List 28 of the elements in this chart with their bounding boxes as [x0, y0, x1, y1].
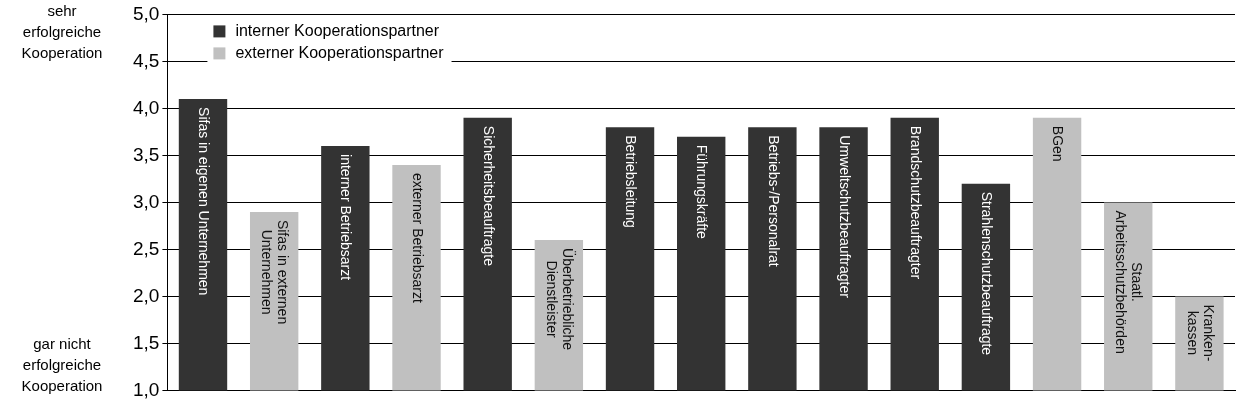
- x-tick-label: Sifas in eigenen Unternehmen: [196, 107, 213, 296]
- x-tick-label: Strahlenschutzbeauftragte: [979, 191, 996, 356]
- x-tick-label: Führungskräfte: [694, 144, 711, 240]
- x-tick-label: Umweltschutzbeauftragter: [836, 135, 853, 299]
- y-tick-label: 4,0: [132, 96, 160, 118]
- x-tick-label: Kranken- kassen: [1184, 304, 1217, 362]
- y-tick-label: 3,5: [132, 143, 160, 165]
- y-tick-label: 3,0: [132, 190, 160, 212]
- y-tick-label: 1,0: [132, 378, 160, 400]
- x-tick-label: Betriebsleitung: [623, 135, 640, 228]
- text: gar nicht erfolgreiche Kooperation: [21, 334, 103, 394]
- y-tick-label: 2,0: [132, 284, 160, 306]
- x-tick-label: Überbetriebliche Dienstleister: [544, 248, 577, 351]
- legend-label: externer Kooperationspartner: [235, 43, 445, 61]
- x-tick-label: Brandschutzbeauftragter: [907, 125, 924, 280]
- y-tick-label: 5,0: [132, 2, 160, 24]
- x-tick-label: Sifas in externen Unternehmen: [259, 219, 292, 325]
- x-tick-label: Sicherheitsbeauftragte: [480, 125, 497, 267]
- y-tick-label: 2,5: [132, 237, 160, 259]
- x-tick-label: externer Betriebsarzt: [409, 172, 426, 303]
- x-tick-label: interner Betriebsarzt: [338, 154, 355, 281]
- x-tick-label: BGen: [1050, 125, 1067, 162]
- x-tick-label: Staatl. Arbeitsschutzbehörden: [1113, 210, 1146, 354]
- legend-label: interner Kooperationspartner: [235, 21, 440, 39]
- text: sehr erfolgreiche Kooperation: [21, 2, 103, 62]
- y-tick-label: 4,5: [132, 49, 160, 71]
- y-tick-label: 1,5: [132, 331, 160, 353]
- x-tick-label: Betriebs-/Personalrat: [765, 135, 782, 267]
